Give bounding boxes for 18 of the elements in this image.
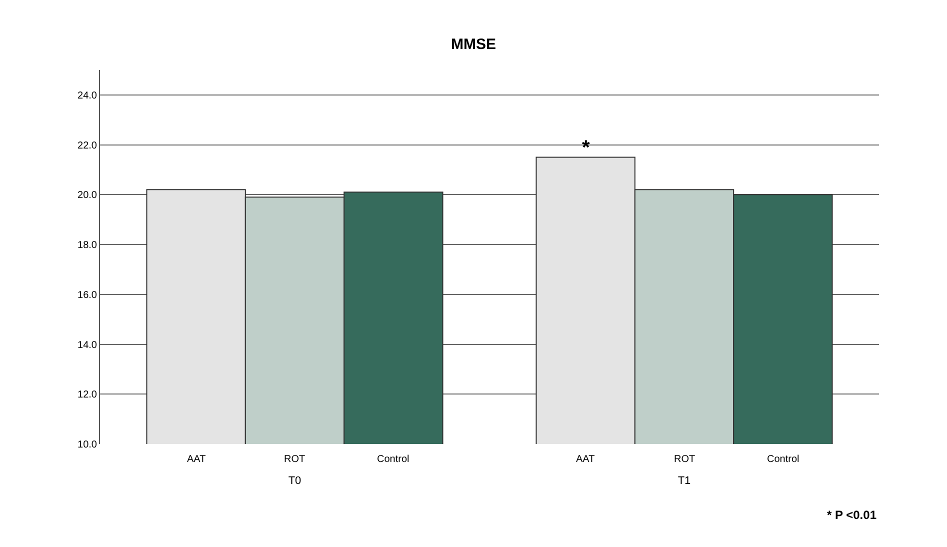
text: AAT xyxy=(576,454,595,465)
series-label: AAT xyxy=(187,454,206,465)
y-tick-label: 12.0 xyxy=(78,390,98,401)
y-tick-label: 14.0 xyxy=(78,340,98,351)
x-tick-label: T1 xyxy=(678,475,691,487)
y-tick-label: 22.0 xyxy=(78,140,98,152)
chart-title: MMSE xyxy=(451,36,496,53)
series-label: Control xyxy=(377,454,410,465)
y-tick-label: 18.0 xyxy=(78,240,98,252)
y-tick-label: 24.0 xyxy=(78,90,98,102)
y-tick-label: 20.0 xyxy=(78,190,98,202)
text: ROT xyxy=(284,454,306,465)
y-tick-label: 16.0 xyxy=(78,290,98,301)
text: Control xyxy=(767,454,800,465)
series-label: ROT xyxy=(674,454,696,465)
y-tick-label: 10.0 xyxy=(78,440,98,450)
x-tick-label: T0 xyxy=(288,475,302,487)
text: * P <0.01 xyxy=(827,508,877,522)
